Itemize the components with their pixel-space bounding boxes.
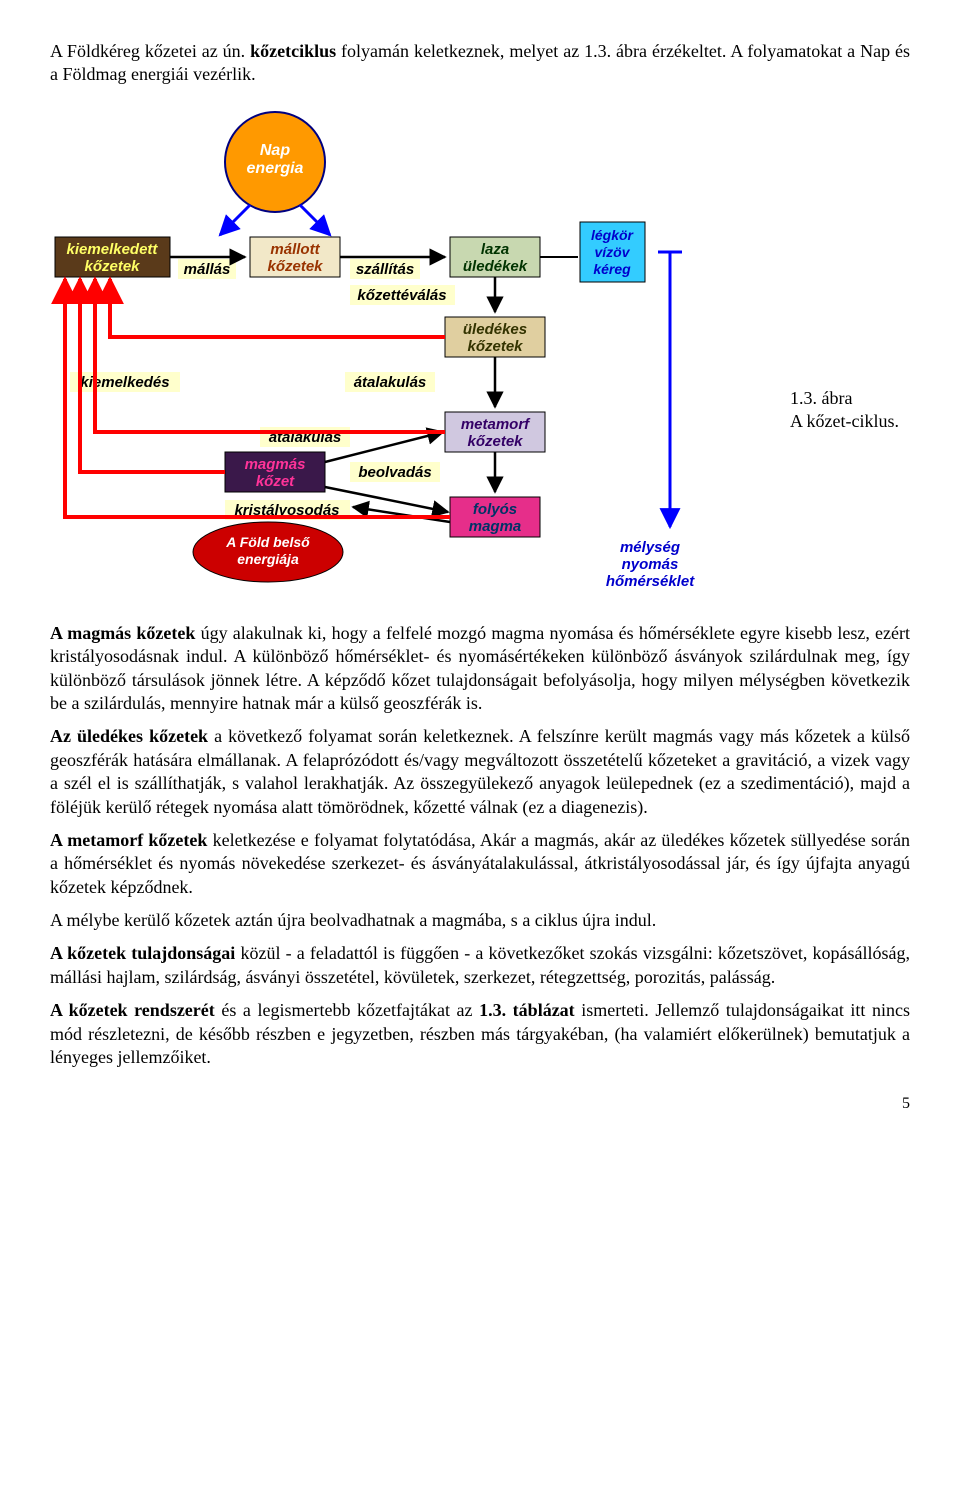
rock-cycle-diagram: Nap energia kiemelkedett kőzetek mállás … bbox=[50, 107, 770, 597]
melyseg-label: mélység bbox=[620, 539, 680, 556]
legkor-t2: vízöv bbox=[594, 244, 630, 260]
szallitas-label: szállítás bbox=[356, 261, 414, 278]
uledekes-t1: üledékes bbox=[463, 321, 527, 338]
magmas-t1: magmás bbox=[245, 456, 306, 473]
laza-t2: üledékek bbox=[463, 258, 528, 275]
metamorf-t1: metamorf bbox=[461, 416, 531, 433]
magmas-t2: kőzet bbox=[256, 473, 295, 490]
intro-text: A Földkéreg kőzetei az ún. kőzetciklus f… bbox=[50, 41, 910, 84]
legkor-t3: kéreg bbox=[593, 261, 631, 277]
kiemelkedett-t2: kőzetek bbox=[84, 258, 140, 275]
foldbelso-t2: energiája bbox=[237, 551, 299, 567]
sun-arrow-right bbox=[300, 205, 330, 235]
figcap-line2: A kőzet-ciklus. bbox=[790, 411, 899, 431]
mallas-label: mállás bbox=[184, 261, 231, 278]
para-rendszer: A kőzetek rendszerét és a legismertebb k… bbox=[50, 999, 910, 1069]
para-uledekes: Az üledékes kőzetek a következő folyamat… bbox=[50, 725, 910, 819]
figcap-line1: 1.3. ábra bbox=[790, 388, 852, 408]
atalakulas-label: átalakulás bbox=[354, 374, 427, 391]
nyomas-label: nyomás bbox=[622, 556, 679, 573]
figure-caption: 1.3. ábra A kőzet-ciklus. bbox=[790, 387, 899, 434]
p6-text: A kőzetek rendszerét és a legismertebb k… bbox=[50, 1000, 910, 1067]
sun-arrow-left bbox=[220, 205, 250, 235]
beolvadas-label: beolvadás bbox=[358, 464, 431, 481]
mallott-t1: mállott bbox=[270, 241, 320, 258]
p5-text: A kőzetek tulajdonságai közül - a felada… bbox=[50, 943, 910, 986]
figure-wrapper: Nap energia kiemelkedett kőzetek mállás … bbox=[50, 107, 910, 597]
kiemelkedett-t1: kiemelkedett bbox=[67, 241, 159, 258]
metamorf-t2: kőzetek bbox=[467, 433, 523, 450]
intro-paragraph: A Földkéreg kőzetei az ún. kőzetciklus f… bbox=[50, 40, 910, 87]
kozettevalas-label: kőzettéválás bbox=[357, 287, 446, 304]
folyos-t2: magma bbox=[469, 518, 522, 535]
laza-t1: laza bbox=[481, 241, 509, 258]
para-melybe: A mélybe kerülő kőzetek aztán újra beolv… bbox=[50, 909, 910, 932]
p3-text: A metamorf kőzetek keletkezése e folyama… bbox=[50, 830, 910, 897]
uledekes-t2: kőzetek bbox=[467, 338, 523, 355]
mallott-t2: kőzetek bbox=[267, 258, 323, 275]
para-metamorf: A metamorf kőzetek keletkezése e folyama… bbox=[50, 829, 910, 899]
p1-text: A magmás kőzetek úgy alakulnak ki, hogy … bbox=[50, 623, 910, 713]
foldbelso-t1: A Föld belső bbox=[225, 534, 310, 550]
sun-label-2: energia bbox=[247, 160, 304, 177]
sun-label-1: Nap bbox=[260, 142, 290, 159]
page-number: 5 bbox=[50, 1094, 910, 1115]
folyos-t1: folyós bbox=[473, 501, 517, 518]
homerseklet-label: hőmérséklet bbox=[606, 573, 695, 590]
para-magmas: A magmás kőzetek úgy alakulnak ki, hogy … bbox=[50, 622, 910, 716]
para-tulajdonsagai: A kőzetek tulajdonságai közül - a felada… bbox=[50, 942, 910, 989]
p2-text: Az üledékes kőzetek a következő folyamat… bbox=[50, 726, 910, 816]
p4-text: A mélybe kerülő kőzetek aztán újra beolv… bbox=[50, 910, 656, 930]
legkor-t1: légkör bbox=[591, 227, 635, 243]
